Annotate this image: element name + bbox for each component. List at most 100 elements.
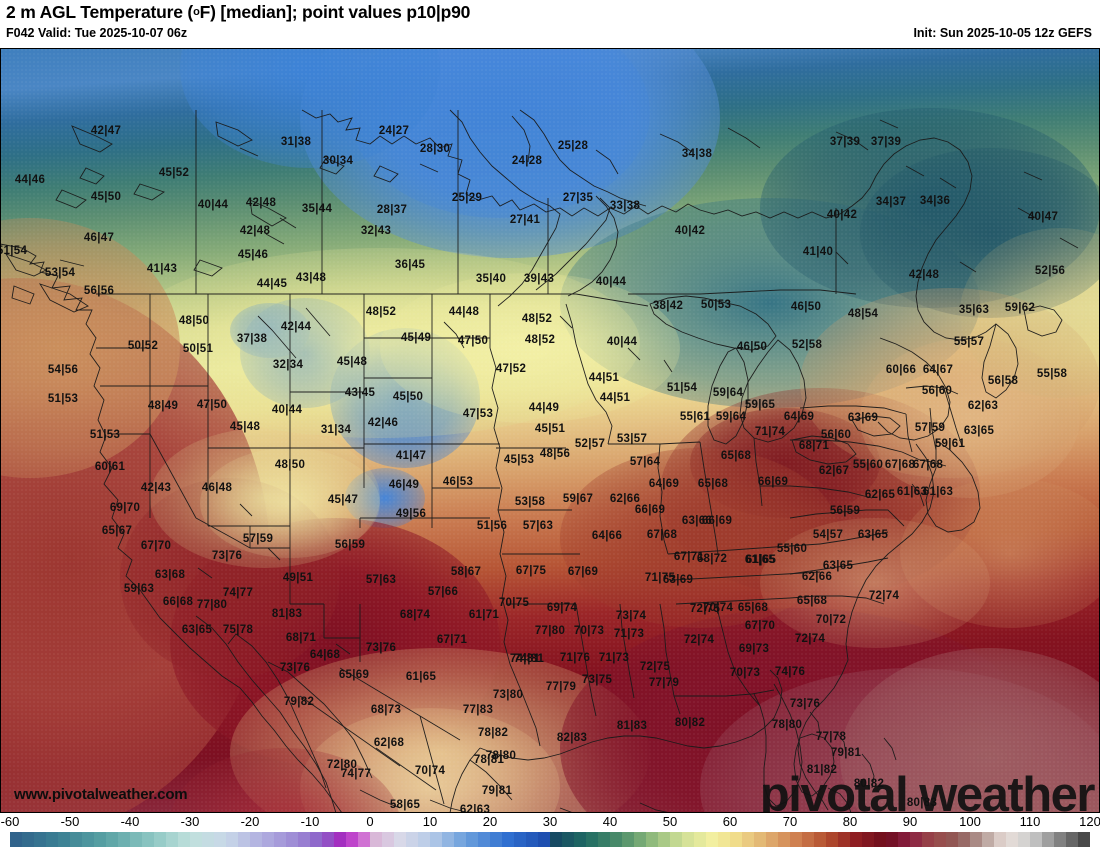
point-value-label: 45|52 bbox=[158, 167, 190, 179]
point-value-label: 63|65 bbox=[181, 624, 213, 636]
point-value-label: 35|44 bbox=[301, 203, 333, 215]
point-value-label: 52|58 bbox=[791, 339, 823, 351]
colorbar-segment bbox=[514, 832, 526, 847]
point-value-label: 52|57 bbox=[574, 438, 606, 450]
point-value-label: 45|49 bbox=[400, 332, 432, 344]
colorbar-segment bbox=[430, 832, 442, 847]
point-value-label: 40|47 bbox=[1027, 211, 1059, 223]
point-value-label: 71|76 bbox=[559, 652, 591, 664]
point-value-label: 53|58 bbox=[514, 496, 546, 508]
point-value-label: 61|63 bbox=[922, 486, 954, 498]
point-value-label: 44|49 bbox=[528, 402, 560, 414]
colorbar-segment bbox=[178, 832, 190, 847]
point-value-label: 56|59 bbox=[829, 505, 861, 517]
colorbar-segment bbox=[1042, 832, 1054, 847]
colorbar-tick: 10 bbox=[422, 814, 438, 829]
colorbar-tick: 100 bbox=[959, 814, 981, 829]
colorbar-segment bbox=[454, 832, 466, 847]
point-value-label: 48|52 bbox=[524, 334, 556, 346]
colorbar-segment bbox=[730, 832, 742, 847]
point-value-label: 24|28 bbox=[511, 155, 543, 167]
colorbar-segment bbox=[718, 832, 730, 847]
point-value-label: 50|52 bbox=[127, 340, 159, 352]
colorbar-segment bbox=[838, 832, 850, 847]
point-value-label: 64|69 bbox=[783, 411, 815, 423]
colorbar: -60 -50 -40 -30 -20 -10 0 10 20 30 40 50 60 70 80 90 100… bbox=[0, 813, 1100, 850]
point-value-label: 67|68 bbox=[912, 459, 944, 471]
point-value-label: 68|72 bbox=[696, 553, 728, 565]
airmass-shading-layer bbox=[0, 48, 1100, 813]
colorbar-segment bbox=[166, 832, 178, 847]
point-value-label: 45|53 bbox=[503, 454, 535, 466]
colorbar-segment bbox=[562, 832, 574, 847]
point-value-label: 67|70 bbox=[744, 620, 776, 632]
point-value-label: 55|57 bbox=[953, 336, 985, 348]
point-value-label: 62|65 bbox=[864, 489, 896, 501]
point-value-label: 42|44 bbox=[280, 321, 312, 333]
point-value-label: 48|54 bbox=[847, 308, 879, 320]
colorbar-tick: -30 bbox=[180, 814, 200, 829]
point-value-label: 52|56 bbox=[1034, 265, 1066, 277]
point-value-label: 43|45 bbox=[344, 387, 376, 399]
init-time-label: Init: Sun 2025-10-05 12z GEFS bbox=[913, 26, 1092, 40]
point-value-label: 51|56 bbox=[476, 520, 508, 532]
point-value-label: 81|83 bbox=[271, 608, 303, 620]
point-value-label: 34|37 bbox=[875, 196, 907, 208]
point-value-label: 45|46 bbox=[237, 249, 269, 261]
colorbar-segment bbox=[358, 832, 370, 847]
point-value-label: 70|73 bbox=[729, 667, 761, 679]
colorbar-segment bbox=[790, 832, 802, 847]
colorbar-segment bbox=[106, 832, 118, 847]
point-value-label: 57|66 bbox=[427, 586, 459, 598]
point-value-label: 79|81 bbox=[481, 785, 513, 797]
title-text-tail: F) [median]; point values p10|p90 bbox=[199, 2, 471, 22]
point-value-label: 62|68 bbox=[373, 737, 405, 749]
point-value-label: 67|71 bbox=[436, 634, 468, 646]
colorbar-segment bbox=[694, 832, 706, 847]
point-value-label: 67|68 bbox=[884, 459, 916, 471]
point-value-label: 73|76 bbox=[789, 698, 821, 710]
colorbar-segment bbox=[322, 832, 334, 847]
colorbar-segment bbox=[862, 832, 874, 847]
point-value-label: 48|52 bbox=[521, 313, 553, 325]
point-value-label: 68|73 bbox=[370, 704, 402, 716]
point-value-label: 51|53 bbox=[47, 393, 79, 405]
colorbar-tick: 20 bbox=[482, 814, 498, 829]
colorbar-segment bbox=[298, 832, 310, 847]
colorbar-segment bbox=[874, 832, 886, 847]
point-value-label: 77|80 bbox=[196, 599, 228, 611]
point-value-label: 56|56 bbox=[83, 285, 115, 297]
colorbar-segment bbox=[82, 832, 94, 847]
point-value-label: 46|53 bbox=[442, 476, 474, 488]
point-value-label: 77|79 bbox=[648, 677, 680, 689]
point-value-label: 27|41 bbox=[509, 214, 541, 226]
point-value-label: 74|81 bbox=[513, 653, 545, 665]
point-value-label: 55|60 bbox=[852, 459, 884, 471]
point-value-label: 64|66 bbox=[591, 530, 623, 542]
colorbar-tick: 60 bbox=[722, 814, 738, 829]
point-value-label: 36|45 bbox=[394, 259, 426, 271]
colorbar-gradient[interactable] bbox=[10, 832, 1090, 847]
point-value-label: 44|51 bbox=[599, 392, 631, 404]
point-value-label: 64|67 bbox=[922, 364, 954, 376]
colorbar-segment bbox=[94, 832, 106, 847]
colorbar-segment bbox=[190, 832, 202, 847]
point-value-label: 46|50 bbox=[790, 301, 822, 313]
point-value-label: 70|75 bbox=[498, 597, 530, 609]
colorbar-tick: 0 bbox=[366, 814, 374, 829]
colorbar-segment bbox=[226, 832, 238, 847]
point-value-label: 45|51 bbox=[534, 423, 566, 435]
temperature-map-canvas[interactable]: 42|47 44|46 45|50 45|52 46|47 51|54 53|54 56|56… bbox=[0, 48, 1100, 813]
point-value-label: 57|64 bbox=[629, 456, 661, 468]
colorbar-segment bbox=[550, 832, 562, 847]
point-value-label: 41|43 bbox=[146, 263, 178, 275]
point-value-label: 30|34 bbox=[322, 155, 354, 167]
colorbar-segment bbox=[502, 832, 514, 847]
point-value-labels: 42|47 44|46 45|50 45|52 46|47 51|54 53|54 56|56… bbox=[0, 48, 1100, 813]
colorbar-segment bbox=[586, 832, 598, 847]
point-value-label: 28|30 bbox=[419, 143, 451, 155]
point-value-label: 60|61 bbox=[94, 461, 126, 473]
colorbar-segment bbox=[250, 832, 262, 847]
point-value-label: 48|49 bbox=[147, 400, 179, 412]
